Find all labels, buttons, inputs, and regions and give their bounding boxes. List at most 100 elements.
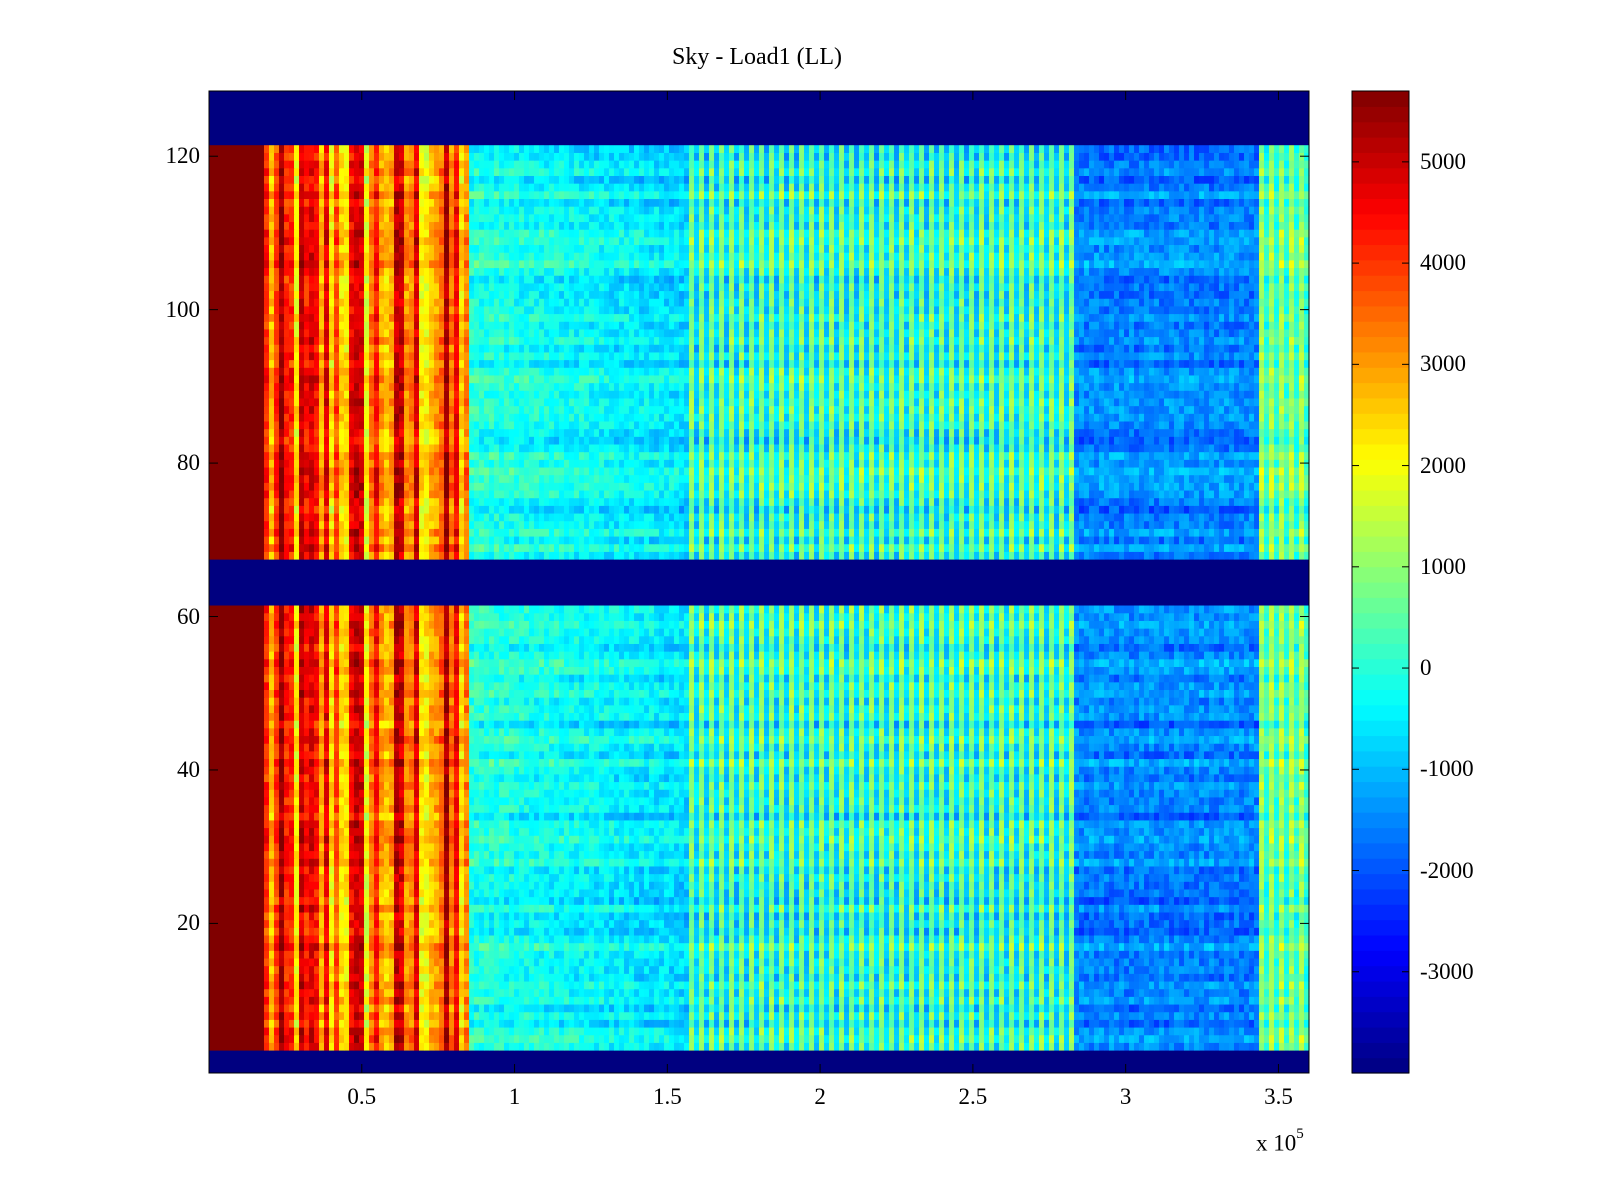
heatmap-cell [424,996,430,1004]
heatmap-cell [804,1012,810,1020]
heatmap-cell [654,1042,660,1050]
heatmap-cell [504,1004,510,1012]
heatmap-cell [329,1042,335,1050]
heatmap-cell [1269,1035,1275,1043]
heatmap-cell [404,989,410,997]
heatmap-cell [754,1012,760,1020]
heatmap-cell [629,1012,635,1020]
heatmap-cell [459,1019,465,1027]
heatmap-cell [399,996,405,1004]
heatmap-cell [434,996,440,1004]
heatmap-cell [1109,1004,1115,1012]
heatmap-cell [1069,989,1075,997]
heatmap-cell [494,996,500,1004]
heatmap-cell [869,1004,875,1012]
heatmap-cell [829,1042,835,1050]
heatmap-cell [1084,1019,1090,1027]
heatmap-cell [634,1042,640,1050]
heatmap-cell [1299,989,1305,997]
heatmap-cell [384,1035,390,1043]
heatmap-cell [914,1019,920,1027]
heatmap-cell [489,1035,495,1043]
heatmap-cell [1129,1012,1135,1020]
heatmap-cell [549,1027,555,1035]
heatmap-cell [1249,1012,1255,1020]
heatmap-cell [314,989,320,997]
heatmap-cell [679,1004,685,1012]
heatmap-cell [1119,1012,1125,1020]
heatmap-cell [514,1042,520,1050]
heatmap-cell [544,1027,550,1035]
heatmap-cell [664,1027,670,1035]
heatmap-cell [984,1004,990,1012]
heatmap-cell [349,1012,355,1020]
heatmap-cell [319,996,325,1004]
heatmap-cell [1009,989,1015,997]
heatmap-cell [874,996,880,1004]
heatmap-cell [729,1019,735,1027]
heatmap-cell [594,1004,600,1012]
heatmap-cell [1249,1027,1255,1035]
heatmap-cell [564,1004,570,1012]
heatmap-cell [644,996,650,1004]
heatmap-cell [214,1027,220,1035]
heatmap-cell [624,1012,630,1020]
heatmap-cell [764,1035,770,1043]
heatmap-cell [709,996,715,1004]
heatmap-cell [469,996,475,1004]
heatmap-cell [1029,1012,1035,1020]
heatmap-cell [994,1027,1000,1035]
heatmap-cell [1194,1042,1200,1050]
heatmap-cell [479,1004,485,1012]
heatmap-cell [1274,1004,1280,1012]
heatmap-cell [1014,1004,1020,1012]
heatmap-cell [944,1019,950,1027]
heatmap-cell [929,1042,935,1050]
heatmap-cell [654,1019,660,1027]
heatmap-cell [1229,1012,1235,1020]
heatmap-cell [999,1042,1005,1050]
heatmap-cell [384,1004,390,1012]
heatmap-cell [639,989,645,997]
heatmap-cell [724,1027,730,1035]
heatmap-cell [1254,1042,1260,1050]
heatmap-cell [654,1035,660,1043]
heatmap-cell [469,1019,475,1027]
heatmap-cell [514,1012,520,1020]
heatmap-cell [794,1004,800,1012]
heatmap-cell [354,989,360,997]
heatmap-cell [1269,1019,1275,1027]
heatmap-cell [779,1019,785,1027]
heatmap-cell [689,1019,695,1027]
heatmap-cell [1099,989,1105,997]
heatmap-cell [784,1042,790,1050]
heatmap-cell [274,1012,280,1020]
heatmap-cell [1224,989,1230,997]
heatmap-cell [969,1027,975,1035]
heatmap-cell [254,981,260,989]
heatmap-cell [994,989,1000,997]
heatmap-cell [579,1004,585,1012]
heatmap-cell [874,1027,880,1035]
heatmap-cell [424,989,430,997]
heatmap-cell [359,989,365,997]
heatmap-cell [344,996,350,1004]
heatmap-cell [824,1035,830,1043]
heatmap-cell [684,996,690,1004]
heatmap-cell [244,1035,250,1043]
heatmap-cell [1069,1035,1075,1043]
heatmap-cell [549,1019,555,1027]
heatmap-cell [984,1012,990,1020]
heatmap-cell [989,1035,995,1043]
heatmap-cell [684,1027,690,1035]
heatmap-cell [909,1019,915,1027]
heatmap-cell [604,996,610,1004]
heatmap-cell [414,996,420,1004]
heatmap-cell [594,1042,600,1050]
heatmap-cell [534,1042,540,1050]
heatmap-cell [544,1035,550,1043]
heatmap-cell [809,1004,815,1012]
heatmap-cell [879,1042,885,1050]
heatmap-cell [614,989,620,997]
heatmap-cell [694,989,700,997]
